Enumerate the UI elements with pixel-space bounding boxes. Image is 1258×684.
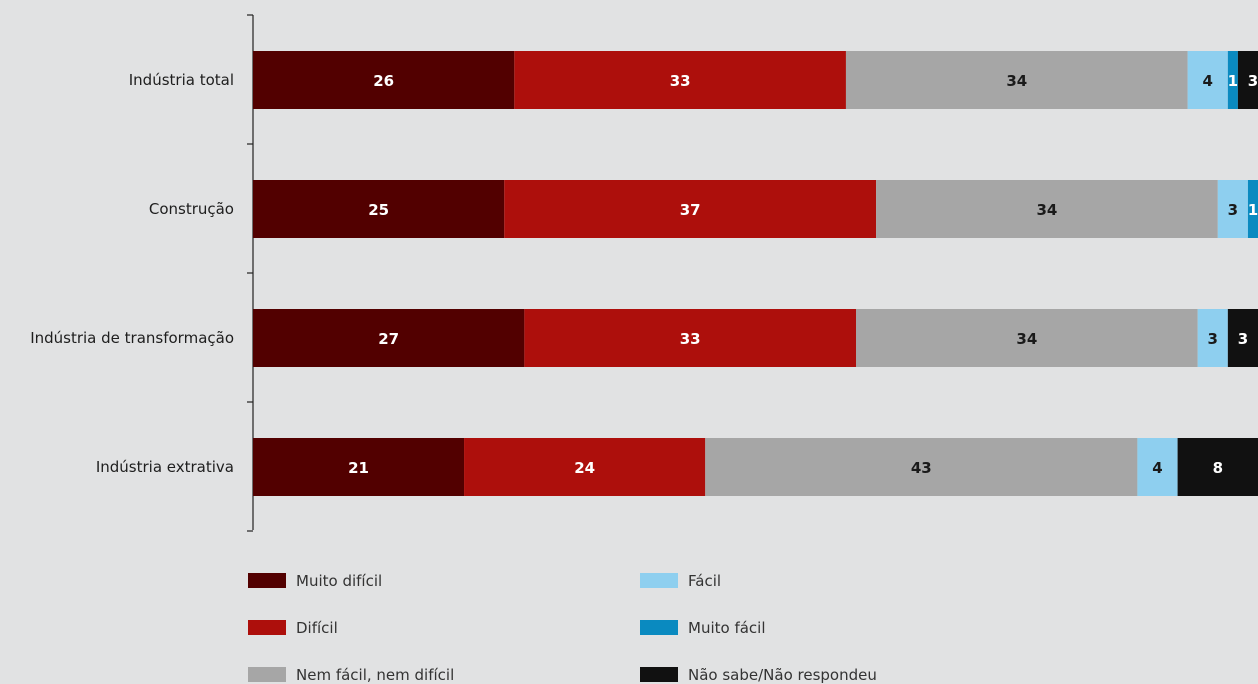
data-label: 37 (680, 201, 701, 219)
legend-swatch (640, 667, 678, 682)
bar-segment (876, 180, 1218, 238)
bar-segment (253, 51, 515, 109)
legend-swatch (640, 620, 678, 635)
data-label: 34 (1006, 72, 1027, 90)
legend-label: Fácil (688, 572, 721, 590)
legend-swatch (248, 667, 286, 682)
bar-segment (253, 180, 505, 238)
legend-label: Muito fácil (688, 619, 766, 637)
data-label: 3 (1208, 330, 1218, 348)
bar-segment (1217, 180, 1248, 238)
bar-segment (856, 309, 1198, 367)
data-label: 3 (1248, 72, 1258, 90)
legend-swatch (248, 620, 286, 635)
value-labels: 26 33 34 4 1 325 37 34 3 127 33 34 3 321 24 43 4 8 (348, 72, 1258, 477)
data-label: 3 (1238, 330, 1248, 348)
bar-segment (464, 438, 706, 496)
data-label: 27 (378, 330, 399, 348)
bar-segment (514, 51, 846, 109)
bar-segments (253, 51, 1258, 496)
bar-segment (1227, 51, 1238, 109)
bar-segment (504, 180, 877, 238)
legend-label: Não sabe/Não respondeu (688, 666, 877, 684)
category-label: Indústria total (129, 71, 234, 89)
legend-label: Nem fácil, nem difícil (296, 666, 454, 684)
data-label: 34 (1037, 201, 1058, 219)
category-label: Construção (149, 200, 234, 218)
legend-swatch (640, 573, 678, 588)
data-label: 33 (670, 72, 691, 90)
category-label: Indústria extrativa (96, 458, 234, 476)
data-label: 8 (1213, 459, 1223, 477)
bar-segment (1137, 438, 1178, 496)
bar-segment (845, 51, 1188, 109)
data-label: 24 (574, 459, 595, 477)
data-label: 1 (1248, 201, 1258, 219)
bar-segment (253, 309, 525, 367)
data-label: 43 (911, 459, 932, 477)
category-labels: Indústria total Construção Indústria de tr… (30, 71, 234, 476)
legend: Muito difícil Difícil Nem fácil, nem difíc… (248, 572, 877, 684)
legend-swatch (248, 573, 286, 588)
bar-segment (1247, 180, 1258, 238)
data-label: 33 (680, 330, 701, 348)
bar-segment (1237, 51, 1258, 109)
legend-label: Difícil (296, 619, 338, 637)
bar-segment (253, 438, 465, 496)
bar-segment (1187, 51, 1228, 109)
bar-segment (705, 438, 1138, 496)
bar-segment (1227, 309, 1258, 367)
bar-segment (524, 309, 856, 367)
data-label: 34 (1016, 330, 1037, 348)
data-label: 25 (368, 201, 389, 219)
data-label: 21 (348, 459, 369, 477)
data-label: 4 (1152, 459, 1162, 477)
data-label: 4 (1203, 72, 1213, 90)
legend-label: Muito difícil (296, 572, 382, 590)
bar-segment (1177, 438, 1258, 496)
category-label: Indústria de transformação (30, 329, 234, 347)
data-label: 1 (1228, 72, 1238, 90)
data-label: 26 (373, 72, 394, 90)
data-label: 3 (1228, 201, 1238, 219)
y-axis (247, 14, 254, 532)
bar-segment (1197, 309, 1228, 367)
